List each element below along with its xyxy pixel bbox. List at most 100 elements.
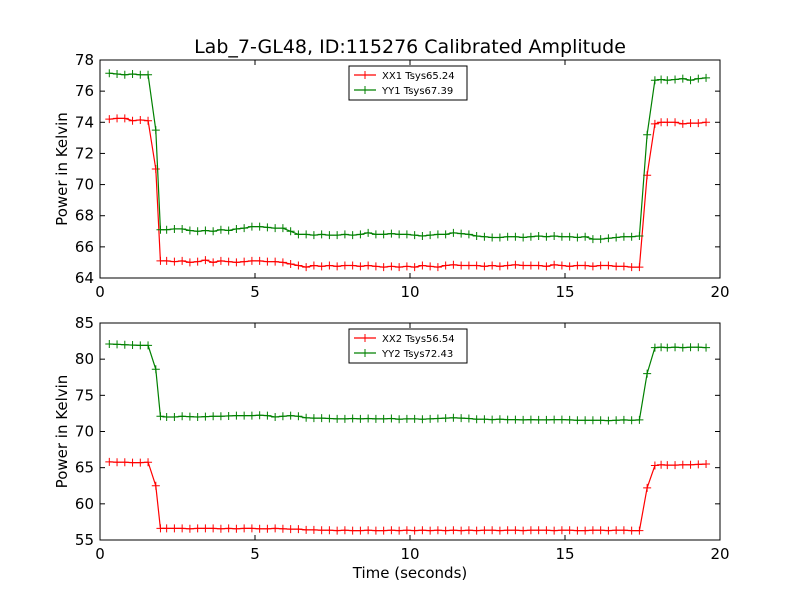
data-point [604, 416, 613, 425]
data-point [193, 413, 202, 422]
data-point [678, 343, 687, 352]
data-point [519, 415, 528, 424]
data-point [663, 118, 672, 127]
data-point [395, 230, 404, 239]
data-point [105, 69, 114, 78]
data-point [464, 414, 473, 423]
data-point [464, 230, 473, 239]
data-point [162, 225, 171, 234]
data-point [457, 261, 466, 270]
data-point [144, 341, 153, 350]
data-point [410, 231, 419, 240]
data-point [671, 118, 680, 127]
y-tick-label: 55 [75, 531, 94, 549]
x-tick-label: 0 [95, 545, 105, 563]
data-point [511, 260, 520, 269]
data-point [255, 524, 264, 533]
data-point [247, 524, 256, 533]
data-point [581, 526, 590, 535]
data-point [294, 525, 303, 534]
data-point [495, 526, 504, 535]
data-point [294, 261, 303, 270]
data-point [348, 526, 357, 535]
y-axis-label: Power in Kelvin [53, 112, 71, 226]
y-tick-label: 76 [75, 82, 94, 100]
data-point [348, 414, 357, 423]
data-point [294, 412, 303, 421]
data-point [426, 231, 435, 240]
data-point [643, 369, 652, 378]
data-point [426, 526, 435, 535]
data-point [565, 415, 574, 424]
data-point [464, 261, 473, 270]
data-point [356, 262, 365, 271]
data-point [480, 262, 489, 271]
x-tick-label: 20 [710, 545, 729, 563]
data-point [410, 526, 419, 535]
data-point [216, 225, 225, 234]
data-point [410, 414, 419, 423]
data-point [255, 411, 264, 420]
data-point [686, 343, 695, 352]
data-point [635, 231, 644, 240]
data-point [193, 257, 202, 266]
data-point [519, 261, 528, 270]
data-point [113, 114, 122, 123]
data-point [162, 256, 171, 265]
data-point [271, 413, 280, 422]
data-point [663, 76, 672, 85]
data-point [340, 414, 349, 423]
data-point [170, 524, 179, 533]
data-point [526, 415, 535, 424]
data-point [185, 412, 194, 421]
y-tick-label: 75 [75, 386, 94, 404]
data-point [309, 231, 318, 240]
y-tick-label: 64 [75, 269, 94, 287]
data-point [144, 116, 153, 125]
data-point [224, 411, 233, 420]
data-point [495, 415, 504, 424]
data-point [317, 230, 326, 239]
data-point [348, 261, 357, 270]
data-point [557, 415, 566, 424]
data-point [379, 414, 388, 423]
data-point [643, 130, 652, 139]
data-point [565, 232, 574, 241]
data-point [588, 526, 597, 535]
legend-label: YY1 Tsys67.39 [381, 86, 453, 97]
data-point [395, 415, 404, 424]
data-point [635, 263, 644, 272]
data-point [671, 75, 680, 84]
data-point [379, 263, 388, 272]
data-point [457, 229, 466, 238]
data-point [216, 412, 225, 421]
data-point [395, 526, 404, 535]
data-point [519, 233, 528, 242]
data-point [402, 526, 411, 535]
legend-box [348, 328, 468, 364]
y-tick-label: 85 [75, 314, 94, 332]
data-point [612, 526, 621, 535]
data-point [694, 460, 703, 469]
data-point [333, 526, 342, 535]
data-point [612, 233, 621, 242]
data-point [542, 262, 551, 271]
legend-marker [361, 349, 369, 357]
y-tick-label: 74 [75, 113, 94, 131]
data-point [619, 262, 628, 271]
data-point [309, 525, 318, 534]
data-point [596, 526, 605, 535]
y-axis-label: Power in Kelvin [53, 375, 71, 489]
data-point [185, 524, 194, 533]
data-point [581, 261, 590, 270]
data-point [441, 261, 450, 270]
data-point [232, 524, 241, 533]
data-point [511, 526, 520, 535]
data-point [472, 526, 481, 535]
data-point [550, 260, 559, 269]
data-point [650, 119, 659, 128]
legend-marker [361, 334, 369, 342]
data-point [216, 256, 225, 265]
data-point [333, 231, 342, 240]
